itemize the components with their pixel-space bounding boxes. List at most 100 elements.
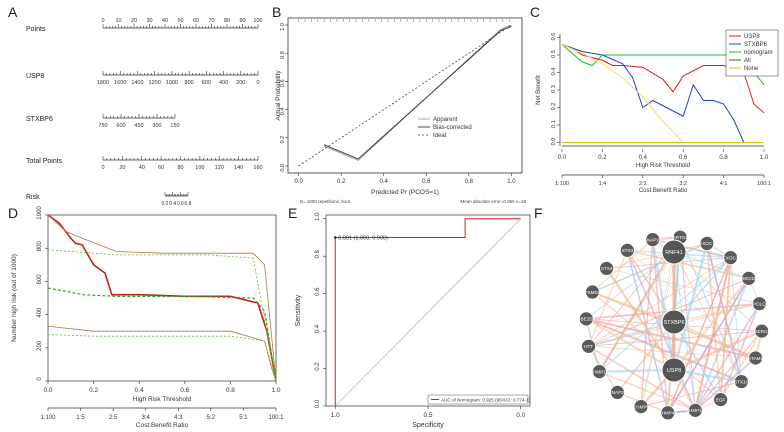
impact-line-1 [47,214,277,382]
x2-tick-label: 2:5 [109,415,118,421]
panel-label-b: B [272,4,282,20]
network-edge [605,267,675,371]
network-edge [652,239,731,259]
calibration-panel: 0.0 0.2 0.4 0.6 0.8 1.0 0.0 0.2 0.4 0.6 0.8 1.0 Appa… [275,17,526,204]
legend-label: None [744,66,759,72]
y-tick-label: 0.0 [315,399,321,408]
network-center-label: RNF41 [665,250,682,256]
x2-tick-label: 1:4 [599,181,607,187]
x2-tick-label: 4:3 [174,415,183,421]
nomogram-tick-label: 40 [139,165,145,171]
network-node [578,311,594,327]
network-node [660,405,676,421]
nomogram-tick-label: 200 [236,80,245,86]
network-node [713,392,729,408]
network-node-label: CHMP1B [686,408,705,413]
nomogram-tick-label: 0.4 [169,201,176,205]
dca-line-stxbp6 [561,44,764,143]
nomogram-row-label: Total Points [26,158,63,165]
nomogram-tick-label: 1000 [166,80,178,86]
nomogram-tick-label: 450 [134,123,143,129]
nomogram-tick-label: 0 [101,165,104,171]
network-node-label: STX1A [734,379,749,384]
legend-label: nomogram [744,50,773,56]
nomogram-row-label: Risk [26,194,40,201]
impact-line-5 [47,334,277,382]
x-tick-label: 0.6 [422,179,431,185]
network-node-label: EXOC1 [723,255,739,260]
network-node-label: SNAP23 [644,237,662,242]
network-center-label: USP8 [667,368,681,374]
network-edge [588,321,675,348]
nomogram-tick-label: 1600 [114,80,126,86]
network-node [699,236,715,251]
network-edge [616,321,675,393]
network-edge [694,257,732,411]
network-edge [679,237,696,411]
y-tick-label: 200 [37,340,43,351]
x-tick-label: 0.4 [639,155,648,161]
impact-line-2 [47,325,277,382]
network-edge [626,250,697,411]
legend-label: Bias-corrected [433,125,472,131]
network-edge [626,249,675,323]
plot-frame [47,214,277,382]
network-node-label: EXOC7 [699,241,715,246]
network-node-label: PSMD4 [584,290,600,295]
nomogram-tick-label: 90 [239,18,245,24]
x2-tick-label: 5:2 [207,415,216,421]
network-edge [585,317,675,372]
y-tick-label: 0.2 [280,136,286,144]
y-tick-label: 1.0 [280,23,286,31]
nomogram-tick-label: 30 [146,18,152,24]
network-node-label: CHMP1A [590,369,610,374]
y-tick-label: 0.8 [315,249,321,258]
x2-tick-label: 100:1 [757,181,771,187]
network-node [687,402,703,418]
nomogram-tick-label: 0 [101,18,104,24]
x-tick-label: 0.8 [465,179,474,185]
x2-tick-label: 100:1 [268,415,284,421]
network-node [591,364,607,380]
network-center-label: STXBP6 [663,320,684,326]
network-center-node [661,309,687,335]
nomogram-tick-label: 1400 [131,80,143,86]
x-axis-title: High Risk Threshold [636,163,690,169]
nomogram-tick-label: 600 [116,123,125,129]
network-node [754,323,770,339]
network-edge [651,239,676,371]
y-tick-label: 0.5 [551,50,557,58]
network-node-label: EGF [716,397,726,402]
network-node-label: UBE2D1 [740,276,758,281]
x2-tick-label: 4:1 [720,181,728,187]
network-node-label: UBE2D3 [577,317,595,322]
network-edge [673,277,750,371]
network-node-label: STAM2 [748,356,763,361]
calibration-line-2 [298,24,512,167]
y-tick-label: 0.4 [551,68,557,76]
panel-label-d: D [8,205,19,221]
network-edge [672,243,709,371]
y-axis-title: Net Benefit [536,75,542,105]
network-node-label: HTT [584,344,593,349]
nomogram-tick-label: 40 [162,18,168,24]
y-tick-label: 0.8 [280,51,286,59]
nomogram-row-label: STXBP6 [26,116,53,123]
nomogram-tick-label: 1800 [97,80,109,86]
network-node-label: ARTS1 [673,235,688,240]
nomogram-tick-label: 600 [202,80,211,86]
network-node [723,250,738,265]
x-tick-label: 1.0 [507,179,516,185]
nomogram-tick-label: 80 [177,165,183,171]
network-node-label: SERGI [755,329,769,334]
network-node [585,284,600,300]
panel-label-e: E [288,205,298,221]
x-tick-label: 0.2 [598,155,607,161]
x-tick-label: 0.8 [719,155,728,161]
y-tick-label: 1.0 [315,212,321,221]
network-edge [667,257,732,414]
nomogram-tick-label: 70 [208,18,214,24]
network-edge [694,357,757,412]
network-edge [588,345,696,412]
